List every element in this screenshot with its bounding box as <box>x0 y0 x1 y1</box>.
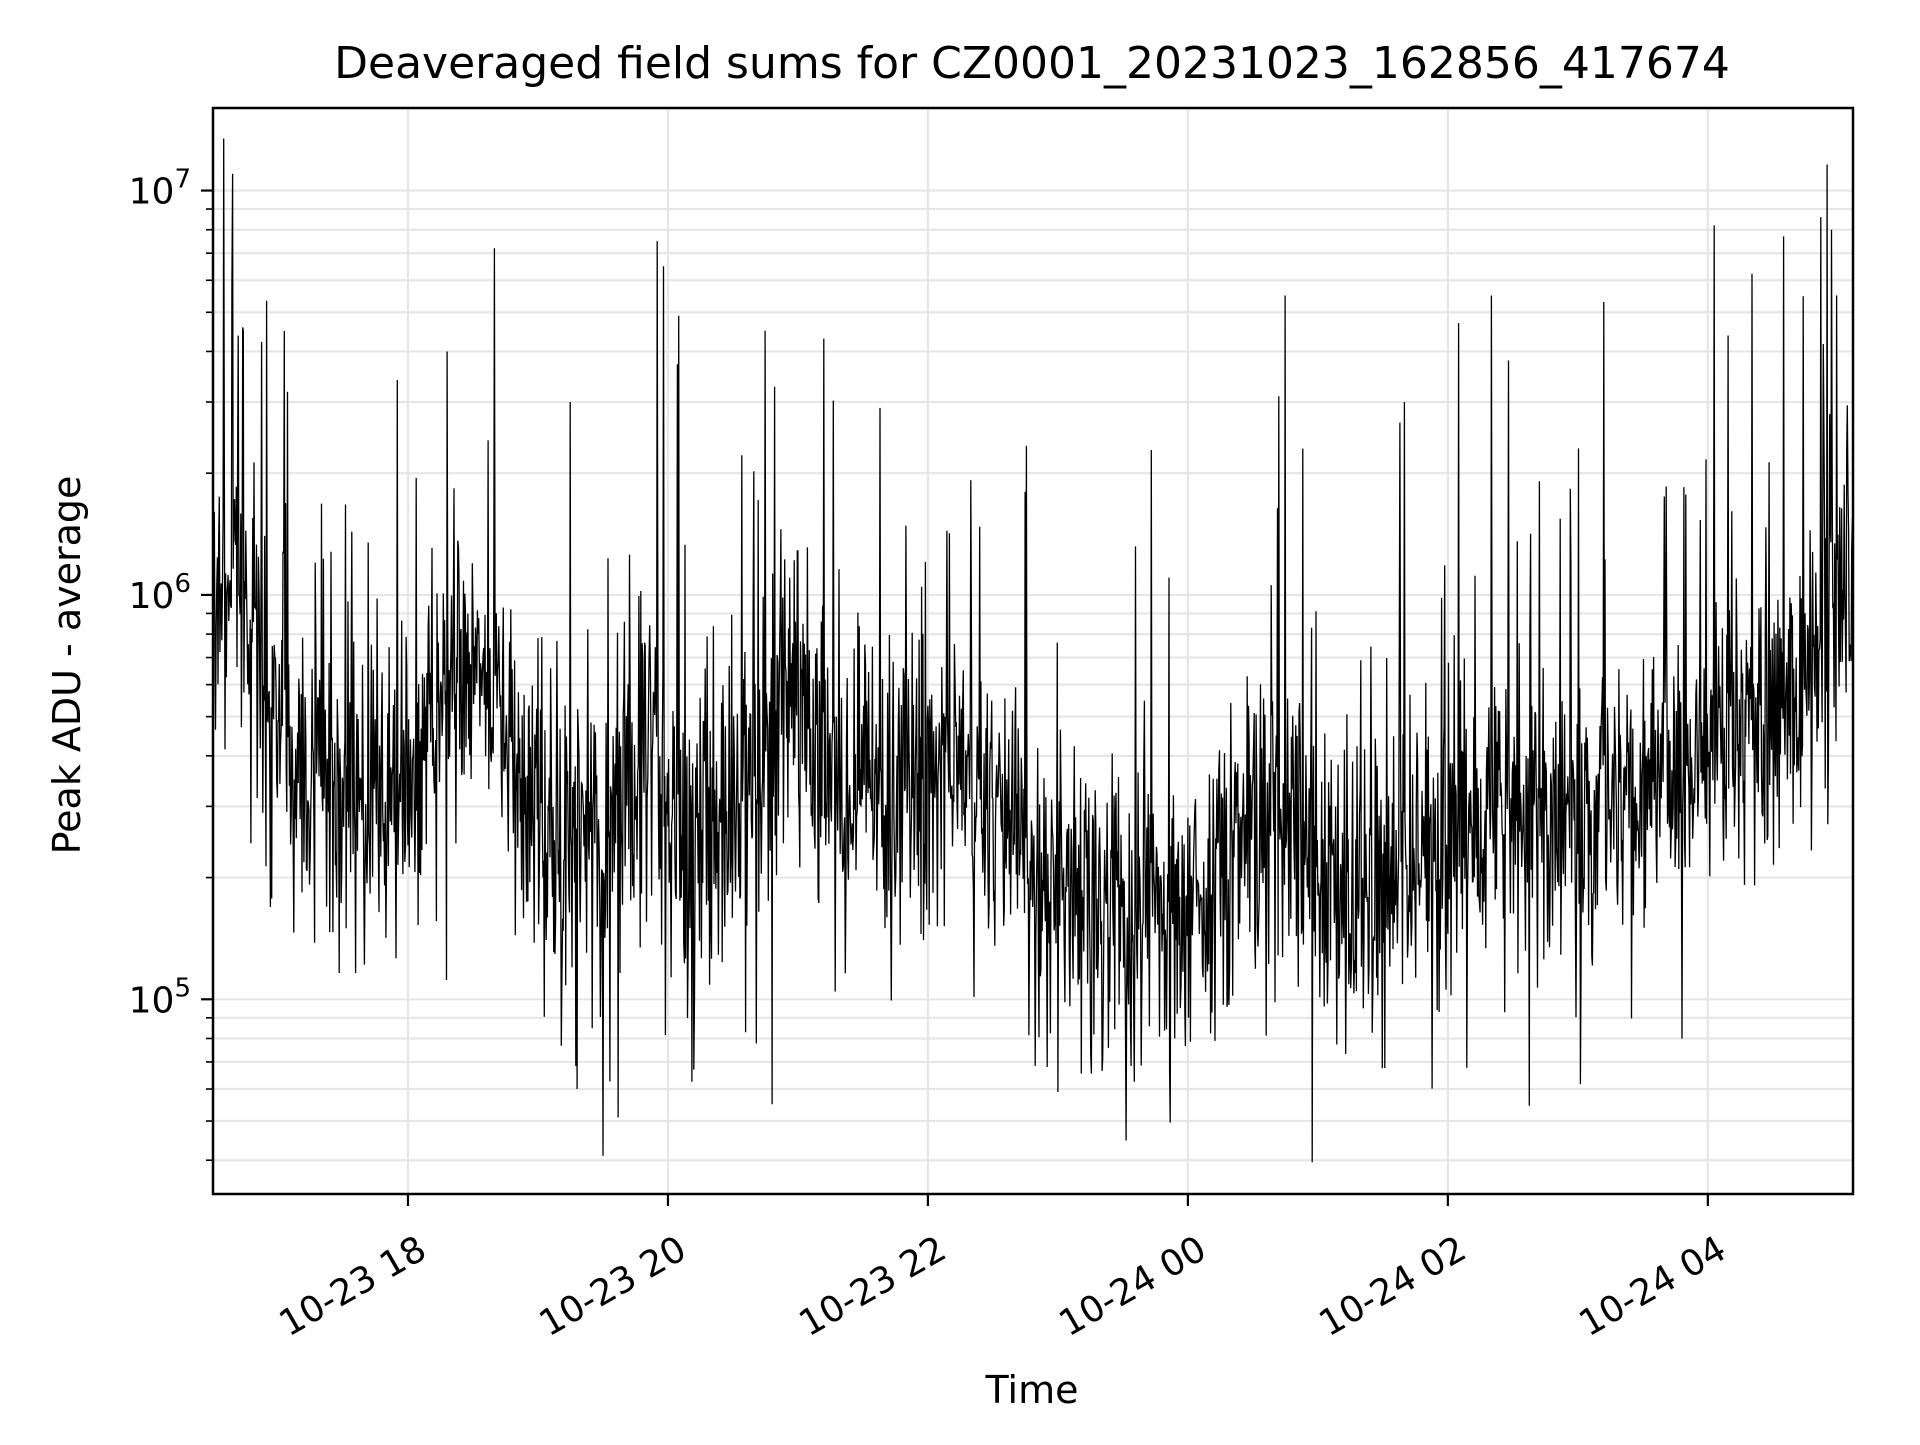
y-tick-label: 105 <box>129 973 191 1021</box>
x-axis-label: Time <box>985 1368 1079 1412</box>
y-tick-label: 106 <box>129 569 191 617</box>
x-tick-label: 10-23 22 <box>793 1228 954 1344</box>
x-axis-ticks: 10-23 18 10-23 20 10-23 22 10-24 00 10-24 02… <box>273 1194 1733 1345</box>
series-line <box>213 138 1853 1163</box>
y-tick-label: 107 <box>129 165 191 213</box>
x-tick-label: 10-23 18 <box>273 1228 434 1344</box>
x-tick-label: 10-24 02 <box>1312 1228 1473 1344</box>
x-tick-label: 10-24 04 <box>1572 1228 1733 1344</box>
x-tick-label: 10-23 20 <box>533 1228 694 1344</box>
y-axis-label: Peak ADU - average <box>45 476 89 855</box>
data-series-line <box>213 138 1853 1163</box>
x-tick-label: 10-24 00 <box>1053 1228 1214 1344</box>
plot-frame <box>211 106 1855 1196</box>
y-axis-ticks: 105 106 107 <box>129 165 213 1162</box>
chart-title: Deaveraged field sums for CZ0001_2023102… <box>334 38 1730 89</box>
